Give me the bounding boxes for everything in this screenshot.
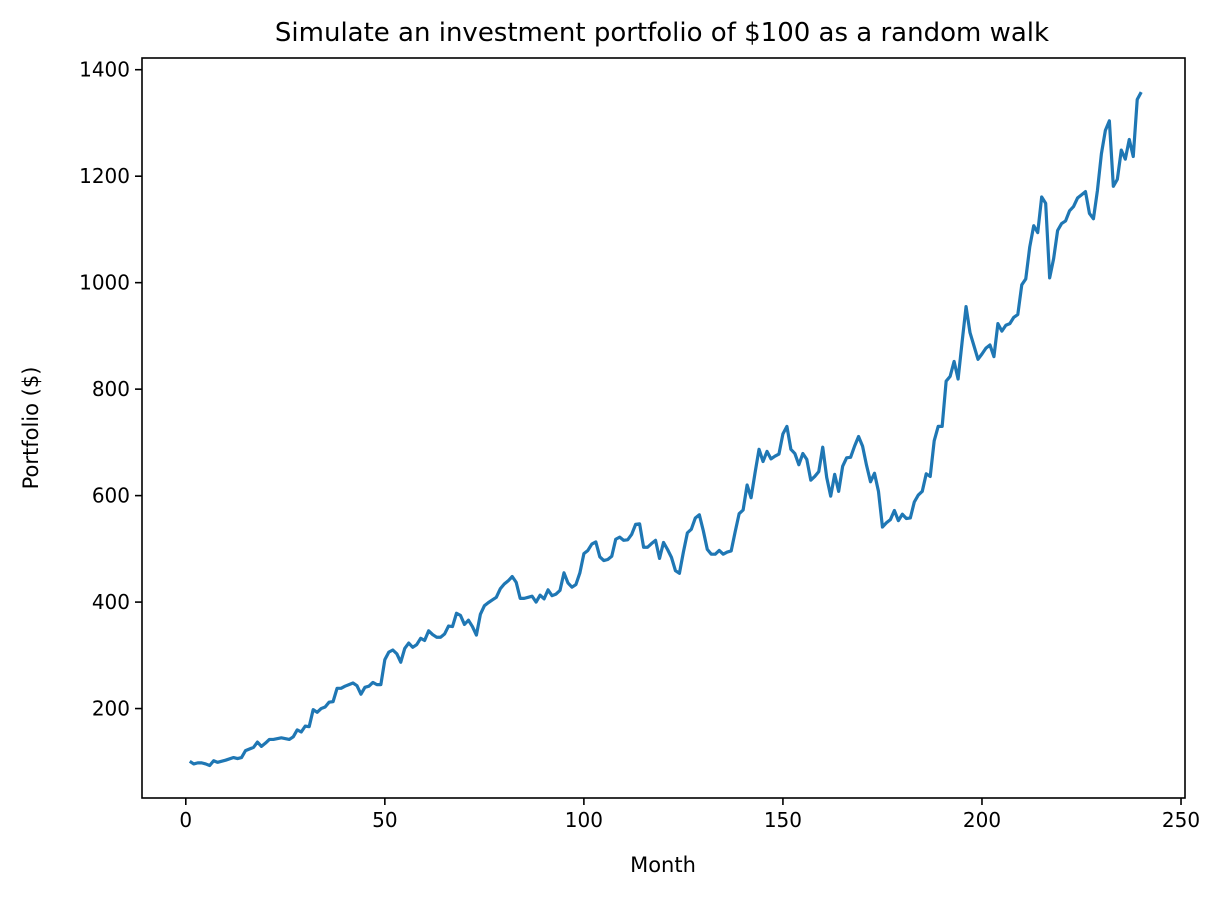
chart-title: Simulate an investment portfolio of $100… — [275, 18, 1049, 48]
y-axis-label: Portfolio ($) — [19, 367, 43, 490]
y-tick-label: 400 — [92, 590, 130, 614]
x-axis: 0 50 100 150 200 250 — [179, 798, 1200, 832]
plot-area — [188, 91, 1143, 768]
x-axis-label: Month — [630, 853, 696, 877]
portfolio-series-line — [188, 91, 1143, 768]
x-tick-label: 100 — [565, 808, 603, 832]
y-axis: 200 400 600 800 1000 1200 1400 — [79, 58, 142, 721]
y-tick-label: 200 — [92, 697, 130, 721]
x-tick-label: 200 — [963, 808, 1001, 832]
x-tick-label: 0 — [179, 808, 192, 832]
y-tick-label: 600 — [92, 484, 130, 508]
x-tick-label: 250 — [1162, 808, 1200, 832]
axes-frame — [141, 57, 1186, 799]
x-tick-label: 50 — [372, 808, 397, 832]
y-tick-label: 1400 — [79, 58, 130, 82]
x-tick-label: 150 — [764, 808, 802, 832]
y-tick-label: 800 — [92, 377, 130, 401]
y-tick-label: 1000 — [79, 271, 130, 295]
y-tick-label: 1200 — [79, 164, 130, 188]
